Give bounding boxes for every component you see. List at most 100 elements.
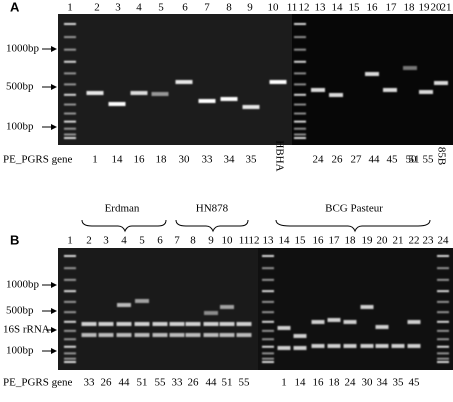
band — [185, 322, 201, 326]
lane-number: 21 — [441, 2, 452, 14]
band — [327, 344, 341, 348]
lane-number: 15 — [295, 235, 307, 247]
lane-number: 18 — [404, 2, 416, 14]
band — [81, 322, 97, 326]
gene-number: 35 — [246, 154, 258, 166]
band — [108, 102, 126, 106]
ladder-band — [294, 83, 306, 86]
ladder-band — [262, 267, 274, 270]
lane-number: 14 — [332, 2, 344, 14]
band — [151, 92, 169, 96]
ladder-band — [262, 329, 274, 332]
gene-number: 44 — [119, 377, 131, 389]
lane-number: 22 — [409, 235, 420, 247]
gene-number: 18 — [329, 377, 341, 389]
band — [343, 344, 357, 348]
ladder-band — [64, 320, 76, 323]
ladder-band — [262, 255, 274, 257]
band — [407, 344, 421, 348]
lane-number: 1 — [67, 2, 73, 14]
ladder-band — [64, 311, 76, 314]
panel-label: B — [10, 232, 19, 247]
band — [220, 305, 234, 309]
lane-number: 23 — [423, 235, 435, 247]
lane-number: 11 — [239, 235, 250, 247]
ladder-band — [437, 338, 449, 341]
band — [327, 318, 341, 322]
gene-number: 45 — [387, 154, 399, 166]
lane-number: 17 — [329, 235, 341, 247]
band — [242, 105, 260, 109]
band — [219, 333, 235, 337]
lane-number: 12 — [299, 2, 310, 14]
band — [117, 303, 131, 307]
lane-number: 8 — [190, 235, 196, 247]
gene-number: 24 — [345, 377, 357, 389]
ladder-band — [294, 133, 306, 136]
band — [135, 299, 149, 303]
lane-number: 17 — [386, 2, 398, 14]
ladder-band — [64, 278, 76, 281]
lane-number: 2 — [86, 235, 92, 247]
ladder-band — [294, 120, 306, 123]
gene-number: 34 — [224, 154, 236, 166]
lane-number: 5 — [139, 235, 145, 247]
gel-a-left — [58, 14, 292, 145]
brace — [275, 219, 431, 233]
gel-b-right — [258, 248, 453, 370]
ladder-band — [64, 255, 76, 257]
band — [203, 333, 219, 337]
band — [134, 333, 150, 337]
lane-number: 7 — [204, 2, 210, 14]
ladder-band — [262, 300, 274, 303]
gene-number: 34 — [377, 377, 389, 389]
ladder-band — [437, 329, 449, 332]
band — [383, 88, 397, 92]
marker-label: 1000bp — [6, 43, 40, 55]
gene-number: 14 — [112, 154, 124, 166]
ladder-band — [294, 103, 306, 106]
ladder-band — [294, 112, 306, 115]
band — [360, 344, 374, 348]
ladder-band — [64, 60, 76, 63]
ladder-band — [64, 93, 76, 96]
band — [220, 97, 238, 101]
band — [134, 322, 150, 326]
lane-number: 1 — [67, 235, 73, 247]
ladder-band — [64, 352, 76, 355]
group-label: BCG Pasteur — [325, 203, 383, 215]
band — [269, 80, 287, 84]
ladder-band — [437, 278, 449, 281]
gene-number: 44 — [369, 154, 381, 166]
band — [403, 66, 417, 70]
gene-number: 1 — [281, 377, 287, 389]
band — [311, 320, 325, 324]
band — [98, 333, 114, 337]
panel-label: A — [10, 0, 20, 14]
band — [219, 322, 235, 326]
ladder-band — [294, 36, 306, 39]
ladder-band — [64, 345, 76, 348]
brace — [175, 219, 249, 233]
band — [169, 333, 185, 337]
marker-label: 500bp — [6, 81, 34, 93]
lane-number: 14 — [279, 235, 291, 247]
band — [81, 333, 97, 337]
lane-number: 9 — [247, 2, 253, 14]
ladder-band — [64, 127, 76, 130]
gene-number: 55 — [155, 377, 167, 389]
band — [116, 333, 132, 337]
ladder-band — [64, 48, 76, 51]
gene-number: 30 — [362, 377, 374, 389]
lane-number: 24 — [438, 235, 450, 247]
lane-number: 19 — [419, 2, 431, 14]
gene-number: 24 — [313, 154, 325, 166]
band — [236, 333, 252, 337]
gene-number: 16 — [313, 377, 325, 389]
ladder-band — [262, 320, 274, 323]
ladder-band — [64, 361, 76, 363]
lane-number: 10 — [222, 235, 234, 247]
ladder-band — [437, 320, 449, 323]
